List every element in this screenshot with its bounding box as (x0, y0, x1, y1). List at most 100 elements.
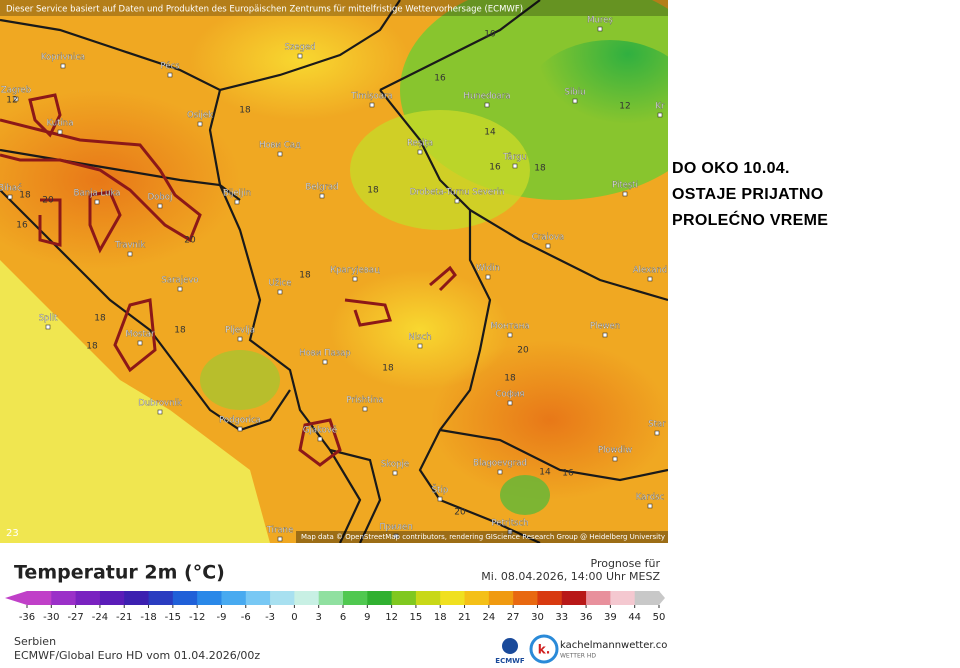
scale-tick-label: 15 (410, 612, 423, 623)
city-dot (362, 406, 368, 412)
scale-tick-label: 30 (531, 612, 544, 623)
scale-tick-label: 36 (580, 612, 593, 623)
city-label: Hunedoara (464, 92, 511, 102)
contour-label: 18 (534, 164, 546, 174)
city-dot (277, 289, 283, 295)
forecast-label: Prognose für (591, 557, 661, 570)
city-dot (507, 332, 513, 338)
legend-panel: Temperatur 2m (°C) Prognose für Mi. 08.0… (5, 557, 668, 665)
contour-label: 20 (517, 346, 529, 356)
header-strip (0, 0, 668, 16)
city-label: Blagoevgrad (473, 459, 527, 469)
city-label: Užice (269, 279, 292, 289)
contour-label: 18 (174, 326, 186, 336)
city-dot (657, 112, 663, 118)
credits-bg (296, 531, 668, 543)
contour-label: 18 (504, 374, 516, 384)
contour-label: 16 (16, 221, 28, 231)
scale-segment (148, 591, 174, 605)
scale-tick-label: 9 (364, 612, 370, 623)
city-label: Craiova (532, 233, 564, 243)
city-label: Kardsc (636, 493, 665, 503)
brand-logo-k: k. (538, 643, 551, 657)
scale-segment (27, 591, 52, 605)
scale-segment (513, 591, 538, 605)
city-label: Koprivnica (41, 53, 85, 63)
field (200, 350, 280, 410)
field (500, 475, 550, 515)
city-dot (393, 533, 399, 539)
city-label: Widin (476, 264, 500, 274)
scale-segment (586, 591, 611, 605)
city-dot (317, 436, 323, 442)
city-dot (647, 503, 653, 509)
scale-segment (610, 591, 636, 605)
ecmwf-logo (502, 638, 518, 654)
city-dot (237, 336, 243, 342)
scale-tick-label: -9 (216, 612, 226, 623)
city-dot (177, 286, 183, 292)
weather-map: Dieser Service basiert auf Daten und Pro… (0, 0, 668, 543)
contour-label: 18 (239, 106, 251, 116)
scale-segment (415, 591, 441, 605)
city-dot (197, 121, 203, 127)
city-label: Alexand (633, 266, 667, 276)
city-dot (622, 191, 628, 197)
scale-segment (197, 591, 222, 605)
scale-tick-label: 3 (316, 612, 322, 623)
legend-title: Temperatur 2m (°C) (14, 562, 225, 584)
scale-segment (51, 591, 77, 605)
scale-tick-label: 0 (291, 612, 297, 623)
city-label: Osijek (187, 111, 213, 121)
city-label: Kr (655, 102, 665, 112)
scale-segment (367, 591, 393, 605)
contour-22 (0, 93, 457, 467)
city-label: Mostar (126, 330, 156, 340)
scale-tick-label: -24 (92, 612, 108, 623)
city-label: Podgorica (219, 416, 261, 426)
contour-label: 20 (454, 508, 466, 518)
city-dot (497, 469, 503, 475)
city-dot (237, 426, 243, 432)
city-dot (654, 430, 660, 436)
city-dot (157, 203, 163, 209)
scale-segment (294, 591, 320, 605)
contour-label: 12 (619, 102, 630, 112)
city-dot (127, 251, 133, 257)
city-label: Bijeljin (223, 189, 251, 199)
annotation: PROLEĆNO VREME (672, 212, 829, 229)
scale-segment (464, 591, 490, 605)
city-label: Монтана (490, 322, 529, 332)
city-dot (94, 199, 100, 205)
scale-segment (221, 591, 247, 605)
annotation: OSTAJE PRIJATNO (672, 186, 824, 203)
city-dot (545, 243, 551, 249)
scale-end (659, 591, 665, 605)
contour-label: 12 (6, 96, 17, 106)
scale-segment (634, 591, 660, 605)
scale-segment (99, 591, 125, 605)
scale-tick-label: -12 (189, 612, 205, 623)
contour-label: 20 (42, 196, 54, 206)
city-label: Прилеп (379, 523, 413, 533)
city-label: Târgu (502, 153, 527, 163)
city-label: Нови Пазар (299, 349, 351, 359)
city-dot (13, 96, 19, 102)
city-dot (234, 199, 240, 205)
contour-label: 18 (367, 186, 379, 196)
city-label: Nisch (408, 333, 431, 343)
borders (0, 0, 668, 543)
brand-sub: WETTER HD (560, 653, 596, 660)
city-dot (157, 409, 163, 415)
scale-tick-label: 21 (458, 612, 471, 623)
city-label: Reșița (407, 139, 433, 149)
scale-tick-label: -36 (19, 612, 35, 623)
city-label: Split (39, 314, 59, 324)
city-label: Skopje (381, 460, 409, 470)
city-dot (277, 151, 283, 157)
city-dot (369, 102, 375, 108)
credits: Map data © OpenStreetMap contributors, r… (301, 533, 665, 541)
city-label: Pljevlja (225, 326, 255, 336)
city-label: Bihać (0, 183, 22, 194)
scale-tick-label: 44 (628, 612, 641, 623)
